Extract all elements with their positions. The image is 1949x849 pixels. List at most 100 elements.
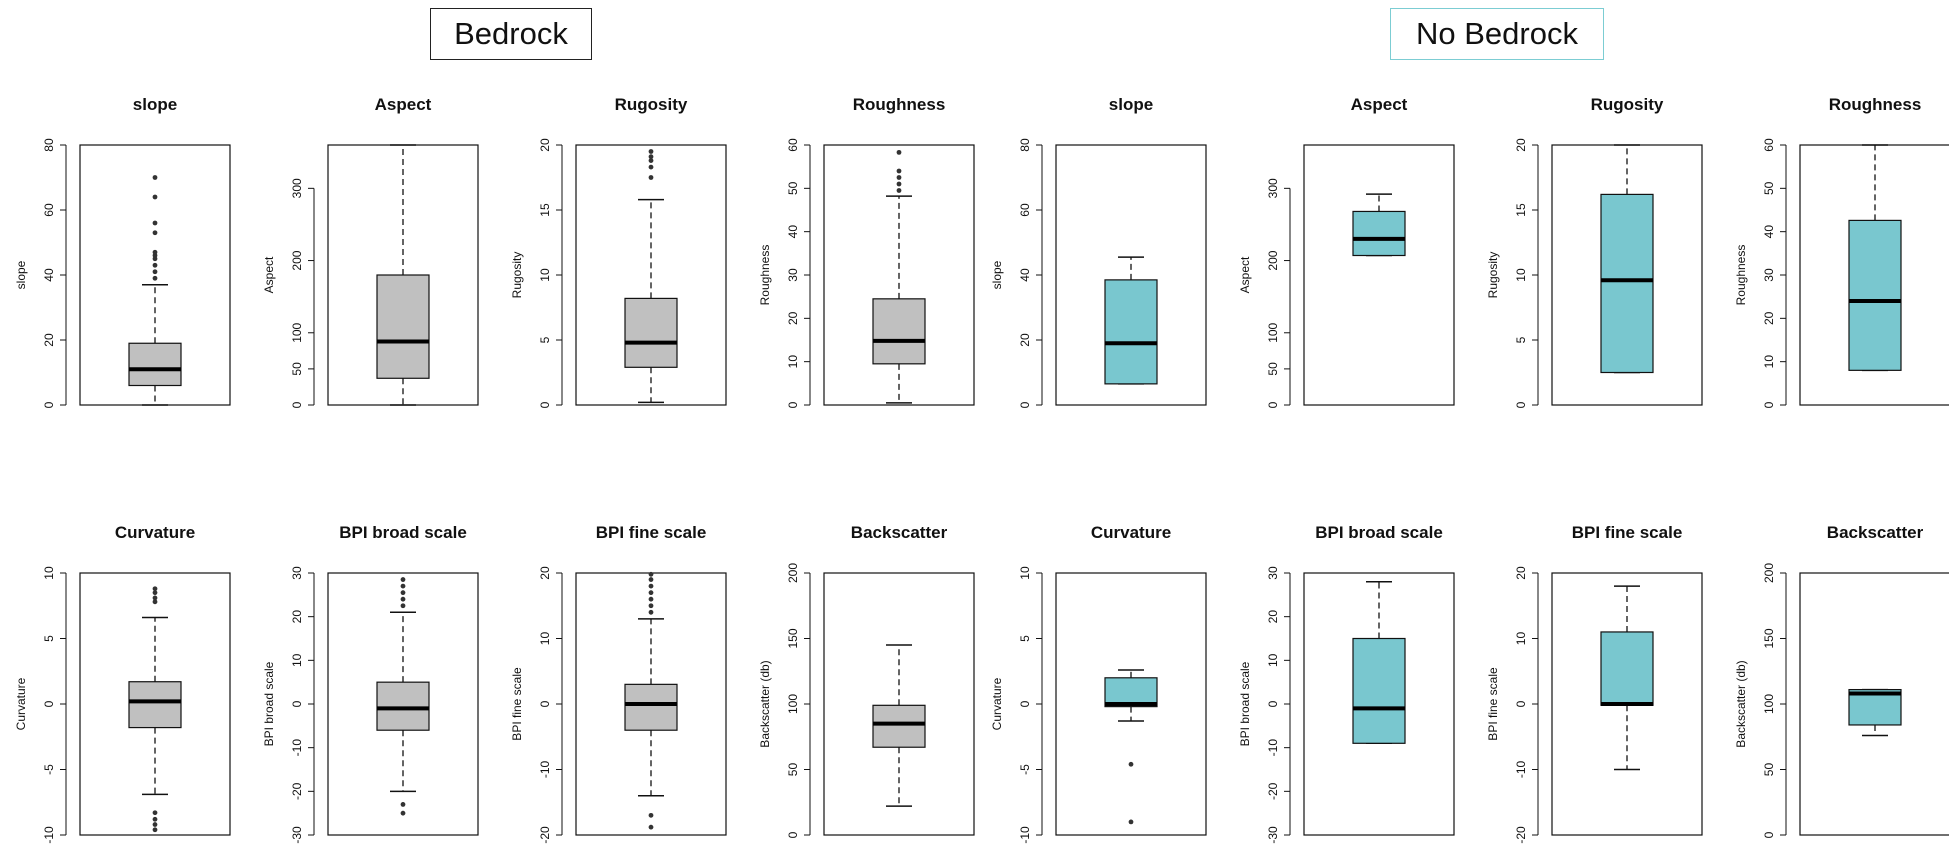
- plot-11-outlier: [648, 577, 654, 582]
- plot-10-outlier: [400, 590, 406, 596]
- plot-13-outlier: [1128, 761, 1134, 767]
- plot-5-title: slope: [1109, 95, 1153, 114]
- plot-1-box: [128, 342, 182, 387]
- plot-9-outlier: [152, 816, 158, 822]
- plot-12-title: Backscatter: [851, 523, 948, 542]
- plot-5-y-tick-label: 40: [1018, 268, 1032, 282]
- plot-15-y-label: BPI fine scale: [1486, 667, 1500, 741]
- plot-2-y-tick-label: 200: [290, 250, 304, 270]
- plot-6-box: [1352, 210, 1406, 257]
- plot-10-box: [376, 681, 430, 731]
- plot-3-y-tick-label: 10: [538, 268, 552, 282]
- plot-3-y-tick-label: 20: [538, 138, 552, 152]
- plot-2-title: Aspect: [375, 95, 432, 114]
- plot-13-y-tick-label: -5: [1018, 764, 1032, 775]
- plot-3-y-tick-label: 5: [538, 336, 552, 343]
- plot-4-outlier: [896, 149, 902, 155]
- plot-10-y-tick-label: -30: [290, 826, 304, 844]
- plot-1-outlier: [152, 230, 158, 236]
- plot-10-y-tick-label: 20: [290, 610, 304, 624]
- plot-8-y-tick-label: 30: [1762, 268, 1776, 282]
- plot-7-box: [1600, 193, 1654, 374]
- plot-5-frame: [1055, 144, 1207, 406]
- plot-7-y-tick-label: 10: [1514, 268, 1528, 282]
- plot-6-y-tick-label: 300: [1266, 178, 1280, 198]
- plot-14-y-tick-label: 30: [1266, 566, 1280, 580]
- plot-3-title: Rugosity: [615, 95, 688, 114]
- plot-10-outlier: [400, 603, 406, 609]
- plot-7-title: Rugosity: [1591, 95, 1664, 114]
- plot-1-outlier: [152, 249, 158, 255]
- plot-4-y-tick-label: 50: [786, 181, 800, 195]
- plot-4-outlier: [896, 181, 902, 187]
- plot-9-outlier: [152, 810, 158, 816]
- plot-14-y-label: BPI broad scale: [1238, 661, 1252, 746]
- plot-9-outlier: [152, 822, 158, 827]
- plot-14-frame: [1303, 572, 1455, 836]
- plot-11-outlier: [648, 583, 654, 589]
- plot-6-y-label: Aspect: [1238, 256, 1252, 293]
- plot-14-y-tick-label: -30: [1266, 826, 1280, 844]
- plot-1-y-tick-label: 20: [42, 333, 56, 347]
- plot-15-y-tick-label: 10: [1514, 632, 1528, 646]
- plot-1-y-tick-label: 0: [42, 401, 56, 408]
- plot-5-y-tick-label: 20: [1018, 333, 1032, 347]
- plot-4-title: Roughness: [853, 95, 946, 114]
- plot-8-y-tick-label: 20: [1762, 311, 1776, 325]
- plot-11-y-tick-label: 10: [538, 632, 552, 646]
- plot-8-y-label: Roughness: [1734, 245, 1748, 306]
- plot-14-y-tick-label: 20: [1266, 610, 1280, 624]
- plot-10-outlier: [400, 810, 406, 816]
- plot-13-outlier: [1128, 819, 1134, 825]
- plot-9-y-tick-label: 0: [42, 700, 56, 707]
- plot-8-title: Roughness: [1829, 95, 1922, 114]
- plot-11-y-tick-label: 20: [538, 566, 552, 580]
- plot-10-y-tick-label: 10: [290, 653, 304, 667]
- plot-11-y-tick-label: 0: [538, 700, 552, 707]
- plot-14-y-tick-label: 0: [1266, 700, 1280, 707]
- plot-3-outlier: [648, 154, 654, 160]
- plot-6-y-tick-label: 100: [1266, 322, 1280, 342]
- plot-9-frame: [79, 572, 231, 836]
- plot-8-y-tick-label: 60: [1762, 138, 1776, 152]
- plot-3-frame: [575, 144, 727, 406]
- plot-10-y-tick-label: -20: [290, 782, 304, 800]
- plot-16-y-tick-label: 100: [1762, 694, 1776, 714]
- plot-11-title: BPI fine scale: [596, 523, 707, 542]
- plot-12-y-tick-label: 50: [786, 763, 800, 777]
- plot-3-box: [624, 297, 678, 368]
- plot-3-outlier: [648, 158, 654, 164]
- plot-13-y-tick-label: -10: [1018, 826, 1032, 844]
- plot-14-y-tick-label: -20: [1266, 782, 1280, 800]
- plot-5-y-label: slope: [990, 260, 1004, 289]
- plot-13-y-tick-label: 10: [1018, 566, 1032, 580]
- plot-1-outlier: [152, 275, 158, 281]
- plot-7-y-tick-label: 0: [1514, 401, 1528, 408]
- plot-16-y-tick-label: 50: [1762, 763, 1776, 777]
- plot-16-title: Backscatter: [1827, 523, 1924, 542]
- plot-12-y-tick-label: 100: [786, 694, 800, 714]
- plot-11-y-tick-label: -10: [538, 761, 552, 779]
- plot-13-y-tick-label: 0: [1018, 700, 1032, 707]
- plot-1-y-label: slope: [14, 260, 28, 289]
- plot-1-y-tick-label: 60: [42, 203, 56, 217]
- plot-9-box: [128, 681, 182, 729]
- plot-4-y-label: Roughness: [758, 245, 772, 306]
- plot-10-outlier: [400, 577, 406, 582]
- plot-9-outlier: [152, 595, 158, 601]
- plot-5-y-tick-label: 0: [1018, 401, 1032, 408]
- plot-6-title: Aspect: [1351, 95, 1408, 114]
- plot-16-y-tick-label: 150: [1762, 628, 1776, 648]
- plot-12-y-tick-label: 150: [786, 628, 800, 648]
- plot-1-outlier: [152, 269, 158, 275]
- plot-10-outlier: [400, 583, 406, 589]
- plot-11-box: [624, 683, 678, 731]
- plot-16-y-tick-label: 0: [1762, 831, 1776, 838]
- plot-2-y-tick-label: 100: [290, 322, 304, 342]
- plot-11-y-tick-label: -20: [538, 826, 552, 844]
- plot-15-y-tick-label: -20: [1514, 826, 1528, 844]
- plot-4-y-tick-label: 20: [786, 311, 800, 325]
- plot-7-y-tick-label: 20: [1514, 138, 1528, 152]
- plot-9-y-label: Curvature: [14, 677, 28, 730]
